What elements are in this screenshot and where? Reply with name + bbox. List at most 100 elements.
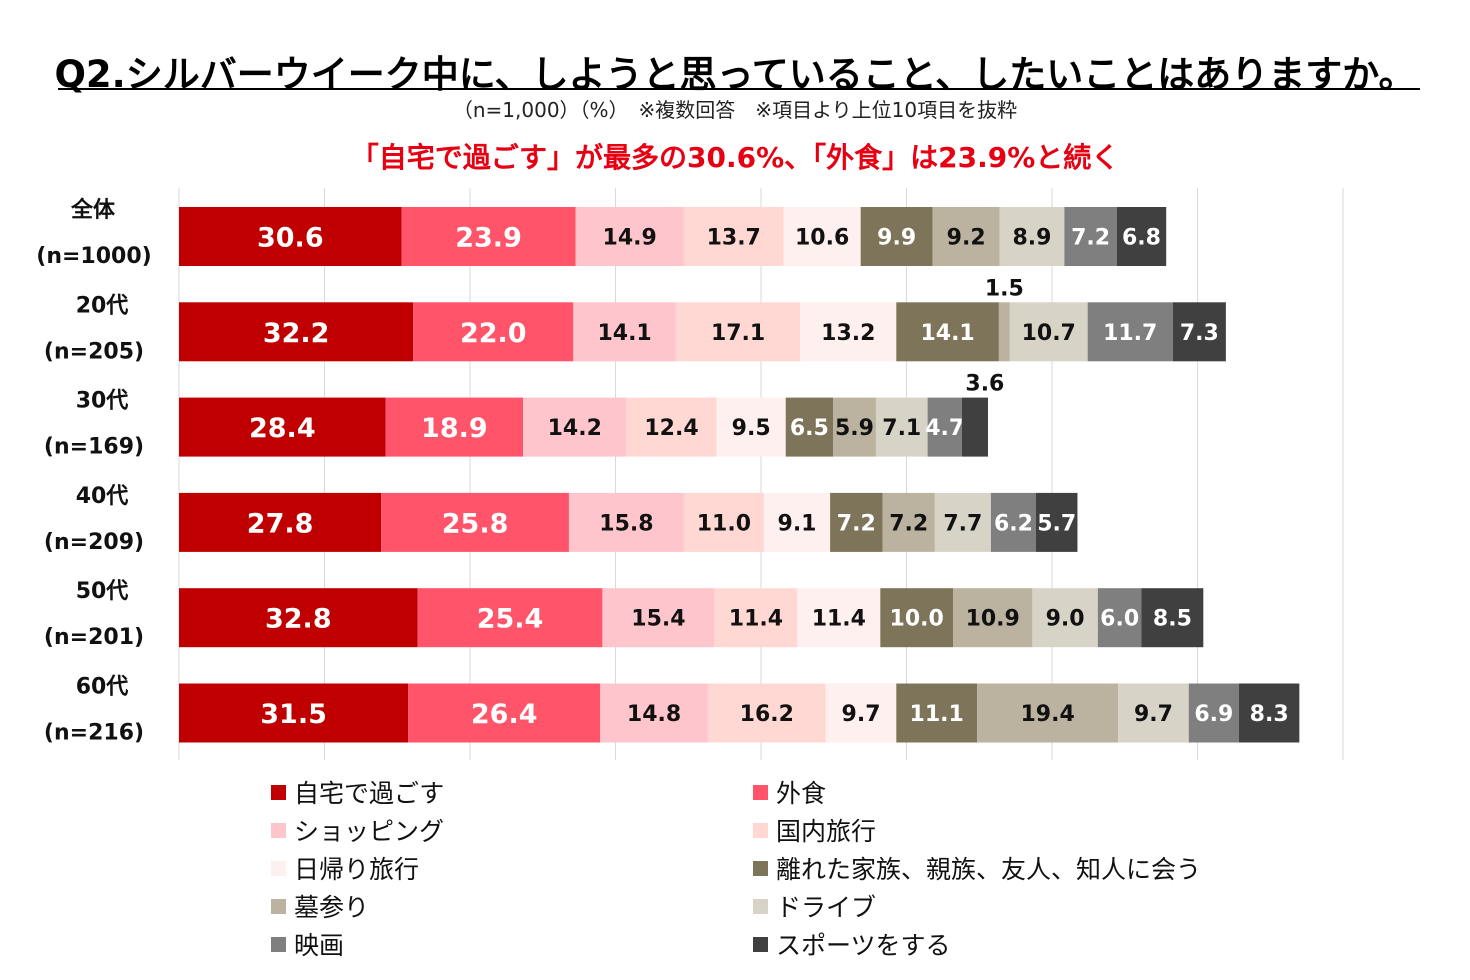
bar-segment xyxy=(833,397,876,457)
legend-item: スポーツをする xyxy=(753,926,951,962)
data-label: 10.9 xyxy=(966,607,1020,632)
bar-segment xyxy=(1035,492,1078,552)
bar-segment xyxy=(783,207,861,266)
data-label: 6.5 xyxy=(790,416,829,441)
data-label: 15.8 xyxy=(599,511,653,536)
category-n-label: (n=205) xyxy=(44,339,144,364)
bar-segment xyxy=(896,302,999,362)
legend-swatch xyxy=(271,936,286,952)
data-label: 9.7 xyxy=(1134,702,1173,727)
data-label: 8.5 xyxy=(1153,607,1192,632)
data-label: 31.5 xyxy=(260,699,327,730)
data-label: 5.9 xyxy=(835,416,874,441)
bar-segment xyxy=(401,207,576,266)
legend-swatch xyxy=(753,898,768,914)
data-label: 7.2 xyxy=(889,511,928,536)
bar-segment xyxy=(600,683,708,743)
bar-segment xyxy=(683,207,784,266)
legend-item: 映画 xyxy=(271,926,344,962)
category-n-label: (n=209) xyxy=(44,530,144,555)
chart-subtitle: （n=1,000）（%） ※複数回答 ※項目より上位10項目を抜粋 xyxy=(452,98,1018,122)
bar-segment xyxy=(1238,683,1300,743)
legend-item: ドライブ xyxy=(753,888,876,924)
data-label: 14.1 xyxy=(597,321,651,346)
data-label: 14.8 xyxy=(627,702,681,727)
bar-segment xyxy=(990,492,1036,552)
bar-segment xyxy=(785,397,834,457)
bar-segment xyxy=(714,588,798,648)
bar-segment xyxy=(707,683,826,743)
data-label: 18.9 xyxy=(421,413,488,444)
bar-segment xyxy=(568,492,684,552)
gridlines xyxy=(178,188,1344,760)
legend-swatch xyxy=(271,898,286,914)
data-label: 22.0 xyxy=(460,318,527,349)
data-label: 14.9 xyxy=(603,226,657,251)
data-label: 9.0 xyxy=(1046,607,1085,632)
data-label: 27.8 xyxy=(247,508,314,539)
legend-label: ドライブ xyxy=(776,893,877,922)
data-label: 7.1 xyxy=(882,416,921,441)
data-label: 9.2 xyxy=(947,226,986,251)
data-label: 11.7 xyxy=(1103,321,1157,346)
data-label: 32.2 xyxy=(263,318,330,349)
data-label: 9.9 xyxy=(877,226,916,251)
data-label: 7.2 xyxy=(1071,226,1110,251)
bar-segment xyxy=(998,302,1010,362)
data-label: 11.0 xyxy=(697,511,751,536)
data-label: 10.0 xyxy=(890,607,944,632)
legend-swatch xyxy=(753,822,768,838)
bar-segment xyxy=(573,302,676,362)
legend-label: 国内旅行 xyxy=(776,817,877,846)
data-label: 5.7 xyxy=(1037,511,1076,536)
bar-segment xyxy=(385,397,524,457)
data-label: 10.7 xyxy=(1022,321,1076,346)
category-label: 30代 xyxy=(76,389,129,414)
data-label: 9.5 xyxy=(732,416,771,441)
bar-segment xyxy=(800,302,897,362)
bar-segment xyxy=(1116,207,1167,266)
legend-label: ショッピング xyxy=(294,817,445,846)
data-label: 16.2 xyxy=(740,702,794,727)
bar-segment xyxy=(523,397,627,457)
data-label: 8.3 xyxy=(1250,702,1289,727)
legend-label: スポーツをする xyxy=(776,931,951,960)
data-label: 14.2 xyxy=(548,416,602,441)
bar-segment xyxy=(417,588,603,648)
data-label: 7.7 xyxy=(943,511,982,536)
bar-segment xyxy=(880,588,954,648)
legend-swatch xyxy=(753,936,768,952)
category-n-label: (n=201) xyxy=(44,625,144,650)
legend-label: 外食 xyxy=(776,779,827,808)
category-label: 全体 xyxy=(70,197,116,223)
data-label: 3.6 xyxy=(965,372,1004,397)
category-n-label: (n=1000) xyxy=(36,244,151,269)
data-label: 26.4 xyxy=(471,699,538,730)
data-label: 6.2 xyxy=(994,511,1033,536)
bar-segment xyxy=(1087,302,1173,362)
title-underline xyxy=(58,88,1420,90)
bar-segment xyxy=(875,397,928,457)
legend-item: ショッピング xyxy=(271,812,444,848)
legend-item: 国内旅行 xyxy=(753,812,876,848)
bar-segment xyxy=(1172,302,1226,362)
bar-segment xyxy=(179,588,418,648)
bar-segment xyxy=(882,492,935,552)
bar-segment xyxy=(797,588,881,648)
data-label: 4.7 xyxy=(925,416,964,441)
data-label: 25.4 xyxy=(477,604,544,635)
bar-segment xyxy=(626,397,717,457)
legend-swatch xyxy=(753,784,768,800)
bar-segment xyxy=(860,207,933,266)
bar-segment xyxy=(763,492,831,552)
data-label: 11.1 xyxy=(910,702,964,727)
legend-swatch xyxy=(271,784,286,800)
data-label: 30.6 xyxy=(257,223,324,254)
bar-segment xyxy=(999,207,1065,266)
legend-label: 映画 xyxy=(294,931,345,960)
bar-segment xyxy=(1064,207,1117,266)
bar-segment xyxy=(179,492,382,552)
legend-label: 離れた家族、親族、友人、知人に会う xyxy=(776,855,1202,884)
data-label: 13.7 xyxy=(707,226,761,251)
bar-segment xyxy=(932,207,1000,266)
